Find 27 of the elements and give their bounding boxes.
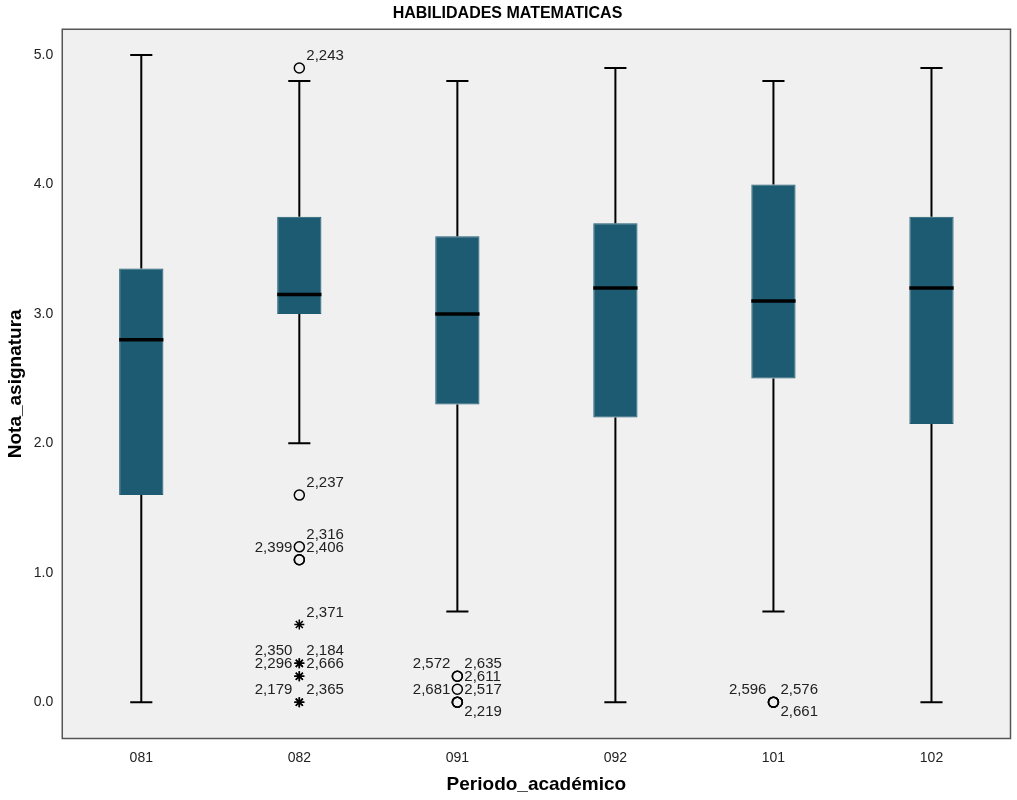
annotation: 2,237 bbox=[306, 473, 344, 491]
annotation: 2,179 bbox=[254, 680, 293, 698]
annotation: 2,661 bbox=[780, 702, 818, 720]
x-tick-label: 101 bbox=[761, 748, 786, 765]
y-tick-label: 2.0 bbox=[33, 434, 54, 451]
annotation: 2,681 bbox=[412, 680, 451, 698]
chart-title: HABILIDADES MATEMATICAS bbox=[392, 4, 623, 22]
x-tick-label: 081 bbox=[129, 748, 154, 765]
x-tick-label: 091 bbox=[445, 748, 470, 765]
y-axis-title: Nota_asignatura bbox=[3, 308, 25, 459]
x-axis-title: Periodo_académico bbox=[446, 772, 627, 794]
x-tick-label: 092 bbox=[603, 748, 628, 765]
annotation: 2,572 bbox=[412, 654, 451, 672]
annotation: 2,596 bbox=[728, 680, 767, 698]
y-tick-label: 5.0 bbox=[33, 45, 54, 62]
x-tick-label: 082 bbox=[287, 748, 312, 765]
annotation: 2,371 bbox=[306, 602, 344, 620]
annotation: 2,219 bbox=[464, 702, 502, 720]
annotation: 2,576 bbox=[780, 680, 818, 698]
annotation: 2,365 bbox=[306, 680, 344, 698]
y-tick-label: 0.0 bbox=[33, 693, 54, 710]
x-tick-label: 102 bbox=[919, 748, 944, 765]
y-tick-label: 1.0 bbox=[33, 563, 54, 580]
annotation: 2,399 bbox=[254, 537, 293, 555]
y-tick-label: 3.0 bbox=[33, 304, 54, 321]
y-tick-label: 4.0 bbox=[33, 175, 54, 192]
annotation: 2,243 bbox=[306, 46, 344, 64]
